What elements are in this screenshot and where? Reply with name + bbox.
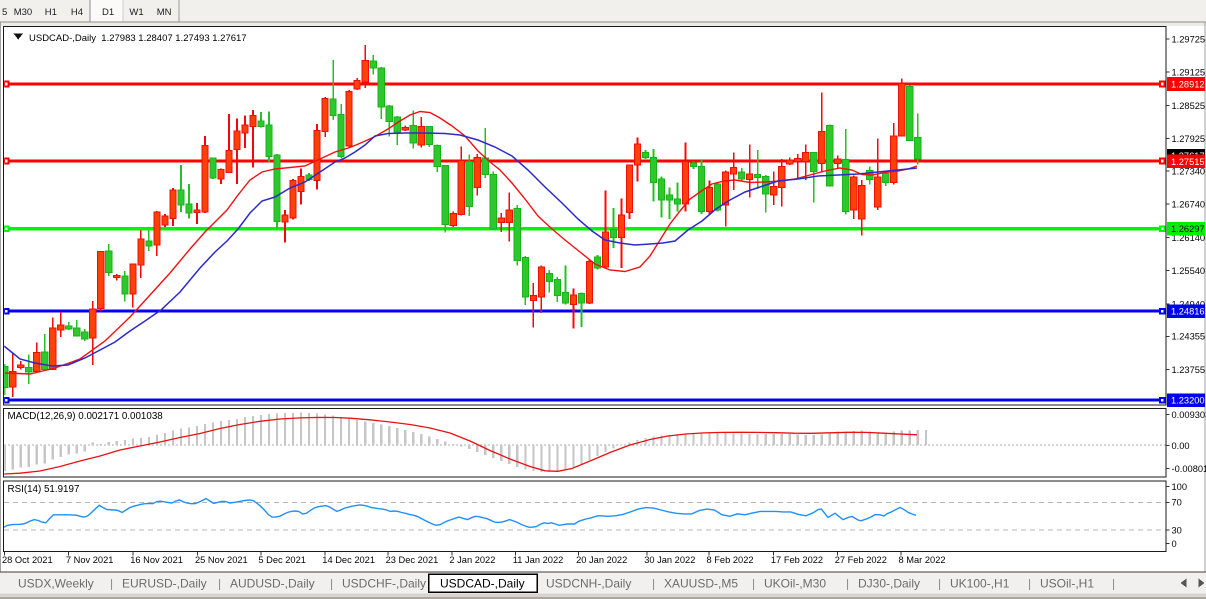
svg-text:DJ30-,Daily: DJ30-,Daily xyxy=(858,577,920,591)
svg-text:30 Jan 2022: 30 Jan 2022 xyxy=(644,555,695,565)
svg-text:UKOil-,M30: UKOil-,M30 xyxy=(764,577,826,591)
svg-text:|: | xyxy=(652,577,655,591)
svg-text:0.009303: 0.009303 xyxy=(1172,410,1206,420)
svg-text:1.28912: 1.28912 xyxy=(1171,79,1205,89)
svg-text:AUDUSD-,Daily: AUDUSD-,Daily xyxy=(230,577,315,591)
svg-text:100: 100 xyxy=(1172,482,1188,492)
svg-text:USDCAD-,Daily 1.27983 1.28407: USDCAD-,Daily 1.27983 1.28407 1.27493 1.… xyxy=(29,33,247,44)
svg-text:USDX,Weekly: USDX,Weekly xyxy=(18,577,94,591)
svg-text:D1: D1 xyxy=(102,7,114,18)
svg-text:8 Mar 2022: 8 Mar 2022 xyxy=(899,555,946,565)
svg-text:|: | xyxy=(752,577,755,591)
svg-text:1.27925: 1.27925 xyxy=(1172,134,1206,144)
svg-text:W1: W1 xyxy=(129,7,143,18)
svg-text:27 Feb 2022: 27 Feb 2022 xyxy=(835,555,887,565)
svg-text:11 Jan 2022: 11 Jan 2022 xyxy=(513,555,564,565)
svg-text:1.29725: 1.29725 xyxy=(1172,34,1206,44)
svg-text:7 Nov 2021: 7 Nov 2021 xyxy=(66,555,114,565)
svg-text:1.24816: 1.24816 xyxy=(1171,307,1205,317)
svg-text:0.00: 0.00 xyxy=(1172,441,1190,451)
svg-text:16 Nov 2021: 16 Nov 2021 xyxy=(130,555,183,565)
svg-text:RSI(14) 51.9197: RSI(14) 51.9197 xyxy=(8,484,80,495)
svg-text:MACD(12,26,9) 0.002171 0.00103: MACD(12,26,9) 0.002171 0.001038 xyxy=(8,411,164,422)
svg-text:1.29125: 1.29125 xyxy=(1172,68,1206,78)
svg-text:23 Dec 2021: 23 Dec 2021 xyxy=(386,555,439,565)
svg-text:MN: MN xyxy=(157,7,172,18)
svg-text:28 Oct 2021: 28 Oct 2021 xyxy=(2,555,53,565)
svg-text:2 Jan 2022: 2 Jan 2022 xyxy=(449,555,495,565)
svg-text:XAUUSD-,M5: XAUUSD-,M5 xyxy=(664,577,738,591)
svg-text:USDCNH-,Daily: USDCNH-,Daily xyxy=(546,577,631,591)
svg-text:1.24940: 1.24940 xyxy=(1172,299,1206,309)
svg-text:1.24355: 1.24355 xyxy=(1172,332,1206,342)
svg-text:14 Dec 2021: 14 Dec 2021 xyxy=(322,555,375,565)
svg-text:8 Feb 2022: 8 Feb 2022 xyxy=(707,555,754,565)
svg-text:1.26740: 1.26740 xyxy=(1172,200,1206,210)
svg-text:|: | xyxy=(1112,577,1115,591)
svg-text:USDCAD-,Daily: USDCAD-,Daily xyxy=(440,577,525,591)
svg-text:20 Jan 2022: 20 Jan 2022 xyxy=(576,555,627,565)
svg-text:UK100-,H1: UK100-,H1 xyxy=(950,577,1010,591)
svg-text:|: | xyxy=(218,577,221,591)
svg-text:30: 30 xyxy=(1172,525,1182,535)
svg-text:25 Nov 2021: 25 Nov 2021 xyxy=(195,555,248,565)
svg-text:|: | xyxy=(846,577,849,591)
svg-text:1.26140: 1.26140 xyxy=(1172,233,1206,243)
svg-text:|: | xyxy=(938,577,941,591)
svg-text:|: | xyxy=(1028,577,1031,591)
svg-text:1.27340: 1.27340 xyxy=(1172,166,1206,176)
svg-text:1.23755: 1.23755 xyxy=(1172,365,1206,375)
svg-text:|: | xyxy=(330,577,333,591)
svg-text:0: 0 xyxy=(1172,539,1177,549)
svg-text:-0.00801: -0.00801 xyxy=(1172,464,1206,474)
svg-text:USDCHF-,Daily: USDCHF-,Daily xyxy=(342,577,426,591)
svg-text:EURUSD-,Daily: EURUSD-,Daily xyxy=(122,577,207,591)
svg-text:USOil-,H1: USOil-,H1 xyxy=(1040,577,1094,591)
svg-text:1.27515: 1.27515 xyxy=(1171,157,1205,167)
svg-text:17 Feb 2022: 17 Feb 2022 xyxy=(771,555,823,565)
svg-text:1.26297: 1.26297 xyxy=(1171,224,1205,234)
svg-text:H1: H1 xyxy=(45,7,57,18)
svg-text:1.25540: 1.25540 xyxy=(1172,266,1206,276)
svg-text:1.28525: 1.28525 xyxy=(1172,101,1206,111)
svg-text:5: 5 xyxy=(2,7,7,18)
svg-text:|: | xyxy=(110,577,113,591)
svg-text:1.23200: 1.23200 xyxy=(1171,396,1205,406)
svg-text:M30: M30 xyxy=(14,7,32,18)
svg-text:5 Dec 2021: 5 Dec 2021 xyxy=(258,555,306,565)
svg-text:70: 70 xyxy=(1172,498,1182,508)
svg-text:H4: H4 xyxy=(71,7,83,18)
